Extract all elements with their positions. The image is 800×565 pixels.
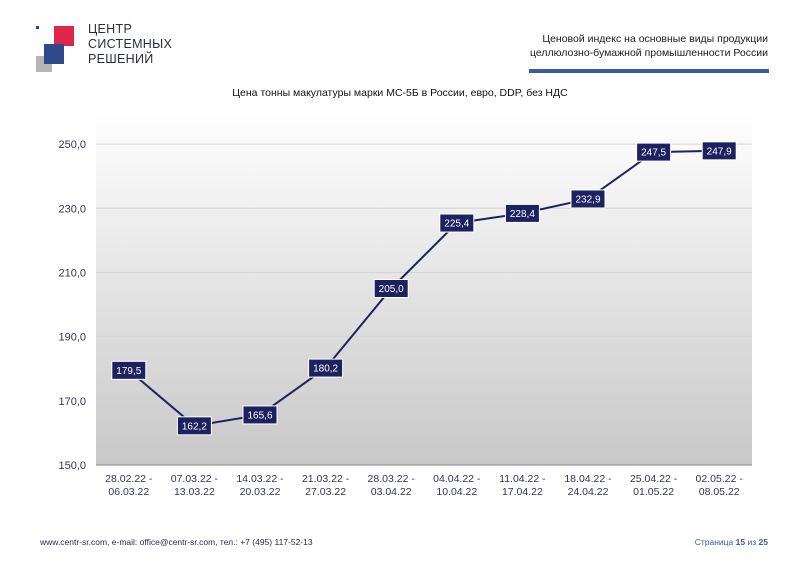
- data-point: 247,5: [636, 142, 672, 162]
- x-tick-label: 18.04.22 -24.04.22: [564, 473, 612, 498]
- data-label-box: [308, 358, 344, 378]
- page-number: 15: [735, 537, 746, 547]
- data-label: 225,4: [444, 219, 469, 230]
- x-tick-label: 25.04.22 -01.05.22: [630, 473, 678, 498]
- data-point: 205,0: [373, 279, 409, 298]
- header-accent-bar: [529, 69, 769, 73]
- data-point: 162,2: [176, 416, 212, 436]
- x-tick-label: 28.03.22 -03.04.22: [368, 473, 416, 498]
- data-label: 179,5: [116, 366, 141, 377]
- logo-white-square: [36, 26, 39, 29]
- y-tick-label: 210,0: [58, 267, 86, 279]
- y-tick-label: 190,0: [58, 332, 86, 344]
- footer-contacts: www.centr-sr.com, e-mail: office@centr-s…: [40, 537, 313, 547]
- data-label-box: [373, 279, 409, 298]
- page-indicator: Страница 15 из 25: [695, 537, 768, 547]
- logo-blue-square: [44, 44, 64, 64]
- data-point: 228,4: [504, 203, 540, 223]
- data-label: 180,2: [313, 364, 338, 375]
- data-point: 225,4: [439, 213, 475, 233]
- data-label-box: [111, 360, 147, 380]
- data-label: 205,0: [379, 284, 404, 295]
- x-axis-ticks: 28.02.22 -06.03.22 07.03.22 -13.03.22 14.0…: [105, 473, 743, 498]
- data-label-box: [176, 416, 212, 436]
- data-point: 165,6: [242, 405, 278, 425]
- logo-text: ЦЕНТР СИСТЕМНЫХ РЕШЕНИЙ: [88, 22, 172, 67]
- data-label-box: [439, 213, 475, 233]
- y-tick-label: 230,0: [58, 203, 86, 215]
- data-point: 179,5: [111, 360, 147, 380]
- x-tick-label: 07.03.22 -13.03.22: [171, 473, 219, 498]
- y-tick-label: 170,0: [58, 396, 86, 408]
- data-labels: 179,5 162,2 165,6 180,2 205,0 225,4 228,4 232,9…: [111, 141, 737, 436]
- logo-line-3: РЕШЕНИЙ: [88, 52, 154, 66]
- data-point: 232,9: [570, 189, 606, 209]
- y-axis-ticks: 150,0 170,0 190,0 210,0 230,0 250,0: [58, 139, 86, 472]
- data-label-box: [636, 142, 672, 162]
- x-tick-label: 11.04.22 -17.04.22: [499, 473, 546, 498]
- data-label: 165,6: [247, 410, 272, 421]
- company-logo: [36, 26, 74, 72]
- page-total: 25: [758, 537, 768, 547]
- page-word: Страница: [694, 537, 734, 547]
- data-point: 180,2: [308, 358, 344, 378]
- x-tick-label: 14.03.22 -20.03.22: [236, 473, 284, 498]
- header-line-1: Ценовой индекс на основные виды продукци…: [542, 33, 768, 45]
- logo-line-2: СИСТЕМНЫХ: [88, 37, 173, 51]
- data-label: 162,2: [182, 421, 207, 432]
- data-label-box: [570, 189, 606, 209]
- of-word: из: [747, 537, 757, 547]
- data-label-box: [701, 141, 737, 161]
- data-label-box: [242, 405, 278, 425]
- data-point: 247,9: [701, 141, 737, 161]
- header-line-2: целлюлозно-бумажной промышленности Росси…: [529, 47, 768, 59]
- chart-title: Цена тонны макулатуры марки МС-5Б в Росс…: [232, 87, 568, 99]
- series-line: [128, 149, 720, 427]
- logo-line-1: ЦЕНТР: [88, 22, 133, 36]
- y-tick-label: 250,0: [58, 139, 86, 151]
- x-tick-label: 04.04.22 -10.04.22: [433, 473, 481, 498]
- x-tick-label: 21.03.22 -27.03.22: [302, 473, 350, 498]
- y-tick-label: 150,0: [58, 460, 86, 472]
- x-tick-label: 02.05.22 -08.05.22: [696, 473, 744, 498]
- data-label: 247,5: [641, 148, 666, 159]
- logo-red-square: [54, 26, 74, 46]
- data-label: 232,9: [575, 194, 600, 205]
- data-label: 228,4: [510, 209, 535, 220]
- plot-area: [96, 112, 752, 465]
- data-label-box: [504, 203, 540, 223]
- x-tick-label: 28.02.22 -06.03.22: [105, 473, 153, 498]
- header-subtitle: Ценовой индекс на основные виды продукци…: [530, 32, 768, 60]
- data-label: 247,9: [707, 146, 732, 157]
